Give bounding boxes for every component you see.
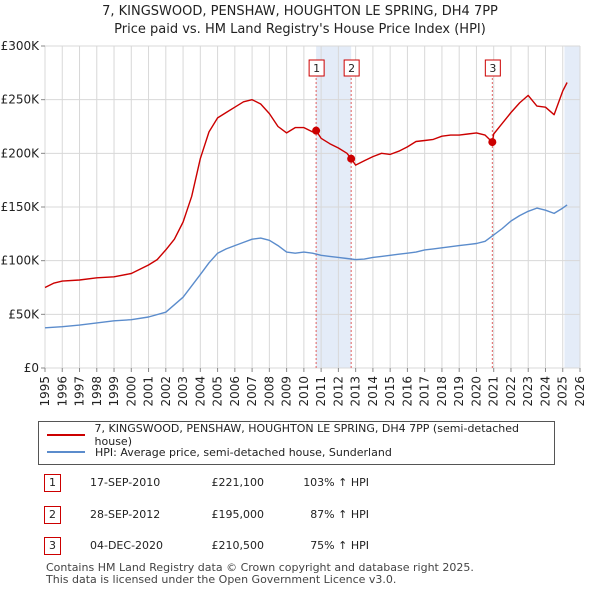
x-tick-label: 2023 (521, 376, 535, 407)
sale-marker-box (308, 59, 325, 77)
x-tick-label: 2008 (262, 376, 276, 407)
transaction-number: 1 (44, 474, 61, 492)
chart-legend: 7, KINGSWOOD, PENSHAW, HOUGHTON LE SPRIN… (38, 421, 555, 465)
x-tick-label: 2005 (211, 376, 225, 407)
x-tick-label: 2024 (538, 376, 552, 407)
x-tick-label: 2002 (159, 376, 173, 407)
price-chart: 1 2 3 £0 £50K £100K £150K £200K £250K £300K 1995… (1, 39, 587, 407)
x-tick-label: 1996 (55, 376, 69, 407)
legend-label-property: 7, KINGSWOOD, PENSHAW, HOUGHTON LE SPRIN… (94, 422, 520, 448)
x-tick-label: 2020 (469, 376, 483, 407)
transaction-hpi: 75% ↑ HPI (310, 539, 369, 552)
sale-marker-label: 3 (489, 62, 496, 75)
x-tick-label: 2016 (400, 376, 414, 407)
x-tick-label: 2017 (418, 376, 432, 407)
sale-point (312, 126, 321, 135)
transaction-hpi: 87% ↑ HPI (310, 508, 369, 521)
y-tick-label: £200K (1, 146, 41, 160)
x-tick-label: 2021 (487, 376, 501, 407)
legend-swatch-hpi (47, 451, 85, 453)
x-tick-label: 2006 (228, 376, 242, 407)
transaction-date: 28-SEP-2012 (90, 508, 161, 521)
x-tick-label: 2025 (556, 376, 570, 407)
transaction-date: 17-SEP-2010 (90, 476, 161, 489)
transaction-number: 2 (44, 506, 61, 524)
sale-marker-box (484, 59, 501, 77)
legend-swatch-property (47, 434, 85, 436)
x-tick-label: 2011 (314, 376, 328, 407)
y-tick-label: £100K (1, 254, 41, 268)
transaction-number: 3 (44, 537, 61, 555)
chart-subtitle: Price paid vs. HM Land Registry's House … (114, 22, 486, 37)
x-tick-label: 2009 (280, 376, 294, 407)
x-tick-label: 2004 (193, 376, 207, 407)
sale-point (347, 154, 356, 163)
sale-marker-label: 1 (313, 62, 320, 75)
transaction-date: 04-DEC-2020 (90, 539, 164, 552)
x-tick-label: 2022 (504, 376, 518, 407)
x-tick-label: 2013 (349, 376, 363, 407)
transaction-price: £221,100 (211, 476, 265, 489)
transaction-price: £195,000 (211, 508, 265, 521)
x-tick-label: 2014 (366, 376, 380, 407)
legend-label-hpi: HPI: Average price, semi-detached house,… (95, 445, 392, 459)
x-tick-label: 2019 (452, 376, 466, 407)
series-line-hpi (44, 204, 568, 329)
x-tick-label: 2001 (142, 376, 156, 407)
x-tick-label: 1999 (107, 376, 121, 407)
x-tick-label: 2000 (124, 376, 138, 407)
x-tick-label: 2012 (331, 376, 345, 407)
sale-marker-label: 2 (348, 62, 355, 75)
y-tick-label: £150K (1, 200, 41, 214)
legend-item-hpi: HPI: Average price, semi-detached house,… (47, 444, 392, 460)
sale-point (488, 138, 497, 147)
x-tick-label: 1995 (38, 376, 52, 407)
legend-item-property: 7, KINGSWOOD, PENSHAW, HOUGHTON LE SPRIN… (47, 422, 554, 448)
sale-marker-box (343, 59, 360, 77)
x-tick-label: 1998 (90, 376, 104, 407)
x-tick-label: 2003 (176, 376, 190, 407)
x-tick-label: 1997 (73, 376, 87, 407)
y-tick-label: £250K (1, 93, 41, 107)
x-tick-label: 2015 (383, 376, 397, 407)
y-tick-label: £50K (8, 307, 40, 321)
y-tick-label: £300K (1, 39, 41, 53)
x-tick-label: 2010 (297, 376, 311, 407)
chart-title: 7, KINGSWOOD, PENSHAW, HOUGHTON LE SPRIN… (102, 4, 498, 19)
x-tick-label: 2007 (245, 376, 259, 407)
x-tick-label: 2026 (573, 376, 587, 407)
x-tick-label: 2018 (435, 376, 449, 407)
footer-copyright: Contains HM Land Registry data © Crown c… (46, 561, 474, 574)
footer-licence: This data is licensed under the Open Gov… (46, 573, 397, 586)
transaction-price: £210,500 (211, 539, 265, 552)
y-tick-label: £0 (24, 361, 39, 375)
transaction-hpi: 103% ↑ HPI (303, 476, 369, 489)
